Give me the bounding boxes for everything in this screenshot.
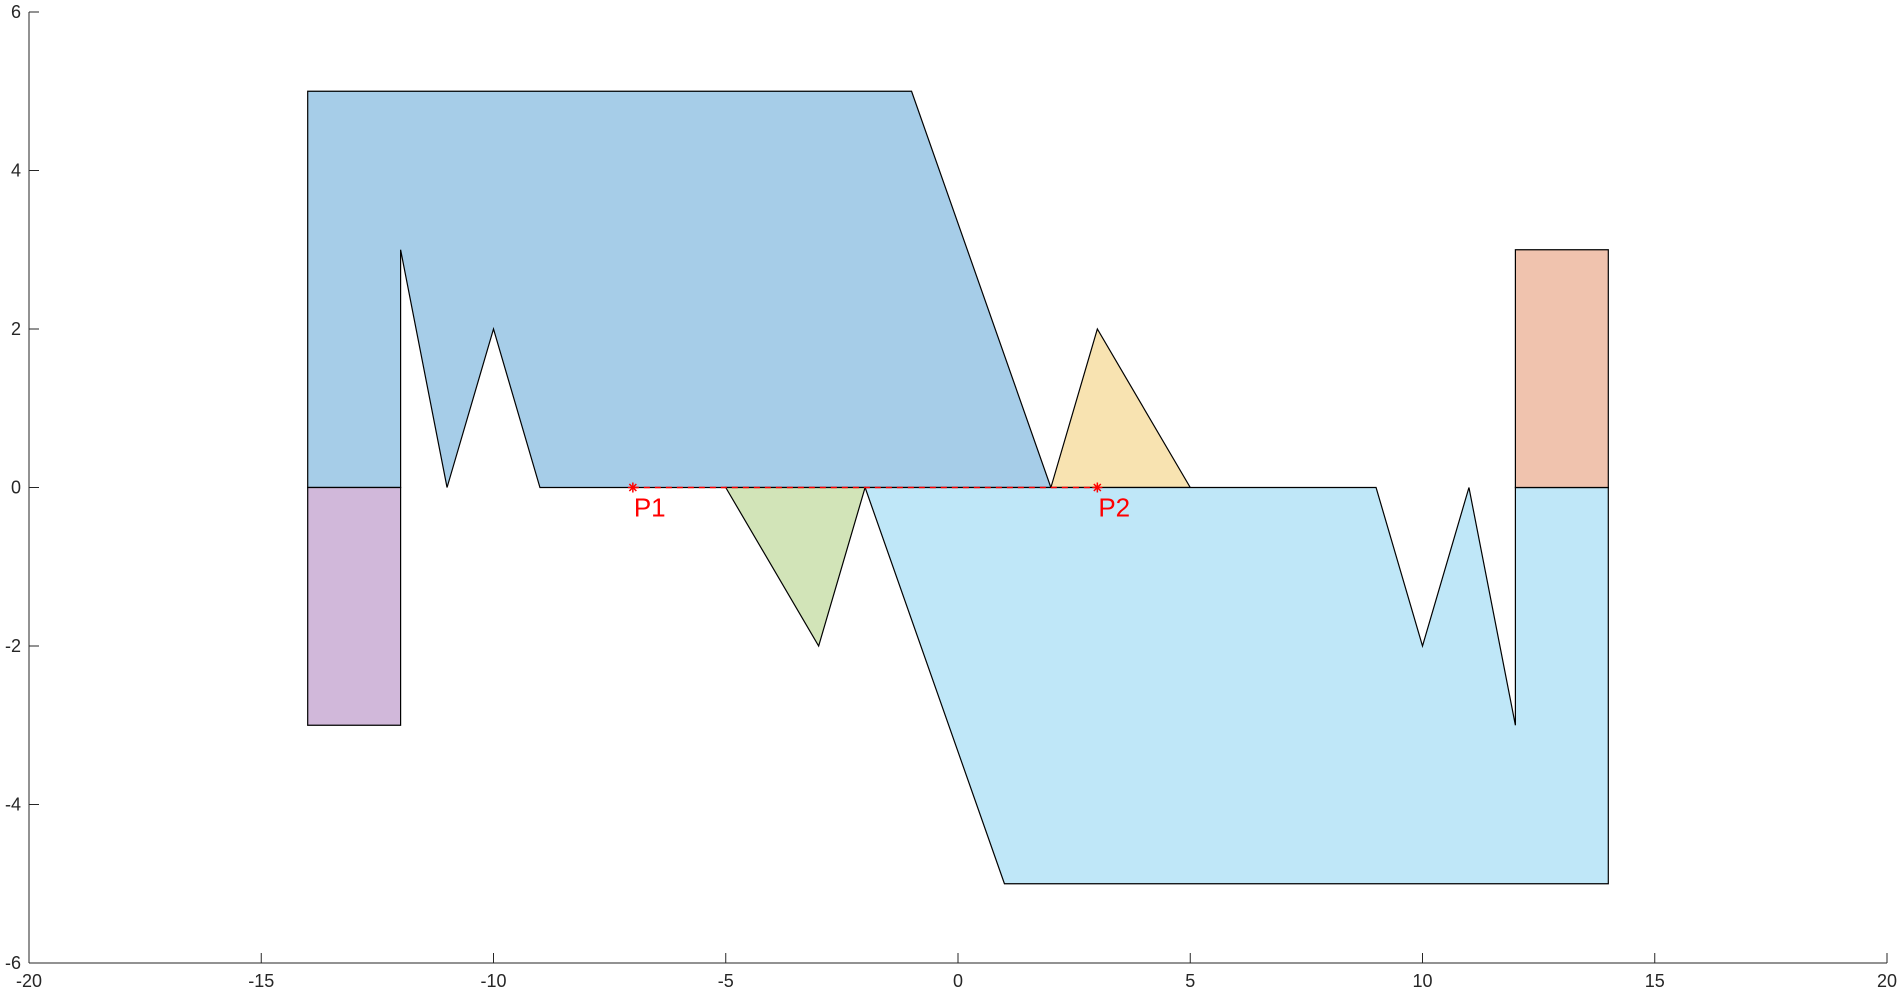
y-tick-label: 4 [11, 161, 21, 181]
point-marker-p2 [1092, 482, 1103, 493]
x-tick-label: 5 [1185, 971, 1195, 991]
x-tick-label: -5 [718, 971, 734, 991]
region-polygon-5 [864, 486, 1609, 885]
x-tick-label: 0 [953, 971, 963, 991]
y-tick-label: 2 [11, 319, 21, 339]
x-tick-label: -20 [16, 971, 42, 991]
point-marker-p1 [627, 482, 638, 493]
point-label-p1: P1 [634, 493, 666, 523]
region-polygon-1 [307, 90, 1052, 489]
y-tick-label: -4 [5, 795, 21, 815]
y-tick-label: -6 [5, 953, 21, 973]
y-tick-label: 0 [11, 478, 21, 498]
x-tick-label: -15 [248, 971, 274, 991]
point-overlay: P1 P2 [627, 482, 1130, 523]
region-polygon-2 [307, 486, 402, 726]
x-tick-label: 15 [1645, 971, 1665, 991]
y-tick-label: -2 [5, 636, 21, 656]
x-tick-label: -10 [480, 971, 506, 991]
point-label-p2: P2 [1098, 493, 1130, 523]
region-polygon-4 [1050, 327, 1192, 489]
region-polygon-6 [1514, 249, 1609, 489]
x-tick-label: 20 [1877, 971, 1897, 991]
filled-regions [307, 90, 1609, 885]
region-polygon-3 [724, 486, 866, 648]
y-tick-label: 6 [11, 2, 21, 22]
x-tick-label: 10 [1412, 971, 1432, 991]
